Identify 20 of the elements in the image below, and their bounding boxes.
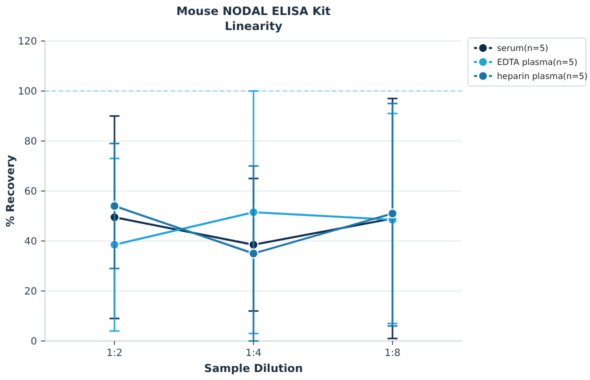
- chart-title: Mouse NODAL ELISA Kit: [176, 4, 332, 18]
- chart-subtitle: Linearity: [224, 19, 283, 33]
- y-tick-label: 40: [24, 236, 37, 248]
- legend-label: heparin plasma(n=5): [497, 72, 588, 82]
- y-axis-title: % Recovery: [4, 154, 17, 228]
- point: [109, 200, 120, 212]
- x-axis-title: Sample Dilution: [204, 362, 303, 375]
- x-tick-label: 1:2: [106, 348, 123, 359]
- y-tick-label: 0: [30, 336, 37, 348]
- legend-label: EDTA plasma(n=5): [497, 58, 578, 68]
- y-tick-label: 100: [18, 86, 37, 98]
- x-tick-label: 1:8: [384, 348, 401, 359]
- y-tick-label: 80: [24, 136, 37, 148]
- point: [248, 248, 259, 259]
- legend-label: serum(n=5): [497, 44, 548, 54]
- y-tick-label: 20: [24, 286, 37, 298]
- point: [387, 208, 398, 219]
- y-tick-label: 120: [18, 36, 37, 48]
- y-tick-label: 60: [24, 186, 37, 198]
- x-tick-label: 1:4: [245, 348, 262, 359]
